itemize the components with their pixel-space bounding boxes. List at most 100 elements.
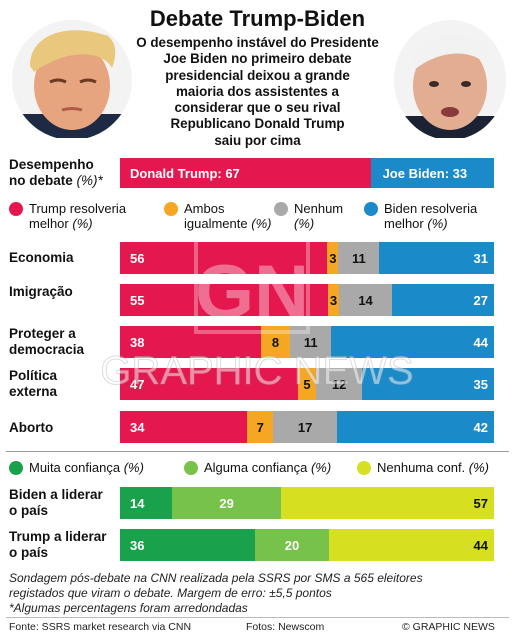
bar-segment	[120, 411, 248, 443]
subtitle-line: presidencial deixou a grande	[165, 67, 350, 83]
legend-much-label: Muita confiança	[29, 460, 121, 475]
bar-value-label: 27	[473, 292, 488, 308]
bar-segment	[273, 411, 337, 443]
legend-trump-unit: (%)	[72, 216, 93, 231]
legend-biden-swatch	[364, 202, 378, 216]
bar-value-label: 7	[256, 419, 264, 435]
bar-value-label: 20	[284, 537, 300, 553]
legend-biden: Biden resolveria melhor (%)	[364, 201, 477, 231]
bar-value-label: 3	[329, 250, 337, 266]
performance-bar: Donald Trump: 67 Joe Biden: 33	[120, 158, 494, 188]
bar-value-label: 55	[130, 292, 145, 308]
bar-value-label: 14	[130, 495, 145, 511]
issue-label-line: Aborto	[9, 420, 54, 435]
performance-trump-label: Donald Trump: 67	[130, 165, 240, 181]
performance-label: Desempenho no debate (%)*	[9, 157, 103, 189]
legend-trump-line: Trump resolveria	[29, 201, 127, 216]
stacked-bar-row: 34 7 17 42	[120, 411, 494, 443]
legend-none-label: Nenhuma conf.	[377, 460, 466, 475]
performance-label-line: no debate	[9, 173, 73, 188]
legend-none-swatch	[357, 461, 371, 475]
bar-value-label: 31	[473, 250, 488, 266]
issue-label-line: Imigração	[9, 284, 73, 299]
issue-label: Política externa	[9, 368, 57, 400]
copyright: © GRAPHIC NEWS	[402, 621, 495, 633]
bar-value-label: 11	[303, 334, 318, 350]
bar-segment	[327, 242, 339, 274]
legend-both-swatch	[164, 202, 178, 216]
subtitle-line: maioria dos assistentes a	[176, 83, 339, 99]
bar-value-label: 44	[473, 537, 488, 553]
subtitle-line: O desempenho instável do Presidente	[136, 35, 379, 50]
subtitle-line: Joe Biden no primeiro debate	[163, 51, 352, 67]
bar-segment	[120, 529, 255, 561]
legend-neither-unit: (%)	[294, 216, 315, 231]
stacked-bar-row: 36 20 44	[120, 529, 494, 561]
stacked-bar-row: 55 3 14 27	[120, 284, 494, 316]
bar-segment	[361, 368, 494, 400]
bar-segment	[336, 411, 494, 443]
issue-label-line: Economia	[9, 250, 74, 265]
legend-much: Muita confiança (%)	[9, 460, 144, 475]
page-subtitle: O desempenho instável do Presidente Joe …	[120, 35, 395, 149]
bar-value-label: 56	[130, 250, 145, 266]
legend-trump-line: melhor	[29, 216, 69, 231]
bar-value-label: 38	[130, 334, 145, 350]
bar-value-label: 29	[219, 495, 234, 511]
stacked-bar-row: 47 5 12 35	[120, 368, 494, 400]
performance-label-line: Desempenho	[9, 157, 94, 172]
bar-segment	[120, 326, 261, 358]
legend-both-line: Ambos	[184, 201, 225, 216]
legend-biden-line: Biden resolveria	[384, 201, 478, 216]
bar-value-label: 12	[331, 376, 347, 392]
legend-much-unit: (%)	[123, 460, 144, 475]
bar-segment	[327, 284, 340, 316]
bar-value-label: 3	[329, 292, 338, 308]
bar-segment	[290, 326, 332, 358]
page-title: Debate Trump-Biden	[149, 6, 366, 31]
bar-value-label: 44	[473, 334, 488, 350]
biden-portrait	[392, 14, 510, 138]
confidence-label-line: o país	[9, 545, 49, 560]
bar-value-label: 8	[271, 334, 280, 350]
survey-note-line: Sondagem pós-debate na CNN realizada pel…	[9, 571, 423, 585]
performance-biden-segment	[370, 158, 494, 188]
subtitle-line: saiu por cima	[214, 132, 301, 148]
bar-segment	[172, 487, 281, 519]
legend-some-swatch	[184, 461, 198, 475]
stacked-bar-row: 38 8 11 44	[120, 326, 494, 358]
legend-neither-line: Nenhum	[294, 201, 344, 216]
footnote: *Algumas percentagens foram arredondadas	[9, 601, 248, 615]
subtitle-line: considerar que o seu rival	[174, 100, 341, 116]
legend-neither: Nenhum (%)	[274, 201, 343, 231]
legend-none-unit: (%)	[468, 460, 490, 475]
survey-note-line: registados que viram o debate. Margem de…	[9, 586, 332, 600]
bar-segment	[260, 326, 291, 358]
bar-segment	[120, 242, 328, 274]
bar-segment	[339, 284, 392, 316]
credits-divider	[6, 617, 509, 618]
legend-none: Nenhuma conf. (%)	[357, 460, 489, 475]
bar-segment	[316, 368, 362, 400]
bar-value-label: 57	[473, 495, 488, 511]
bar-segment	[331, 326, 494, 358]
confidence-label-line: o país	[9, 503, 49, 518]
stacked-bar-row: 56 3 11 31	[120, 242, 494, 274]
bar-value-label: 36	[130, 537, 145, 553]
bar-value-label: 11	[351, 250, 366, 266]
legend-both-line: igualmente	[184, 216, 248, 231]
legend-some: Alguma confiança (%)	[184, 460, 331, 475]
legend-neither-swatch	[274, 202, 288, 216]
survey-note: Sondagem pós-debate na CNN realizada pel…	[9, 571, 423, 616]
legend-trump: Trump resolveria melhor (%)	[9, 201, 126, 231]
legend-biden-line: melhor	[384, 216, 424, 231]
issue-label: Economia	[9, 250, 74, 266]
bar-value-label: 14	[358, 292, 373, 308]
performance-trump-segment	[120, 158, 371, 188]
bar-segment	[280, 487, 494, 519]
bar-segment	[392, 284, 494, 316]
bar-value-label: 42	[473, 419, 488, 435]
source-credit: Fonte: SSRS market research via CNN	[9, 621, 192, 633]
bar-value-label: 47	[130, 376, 145, 392]
issue-label-line: democracia	[9, 342, 85, 357]
